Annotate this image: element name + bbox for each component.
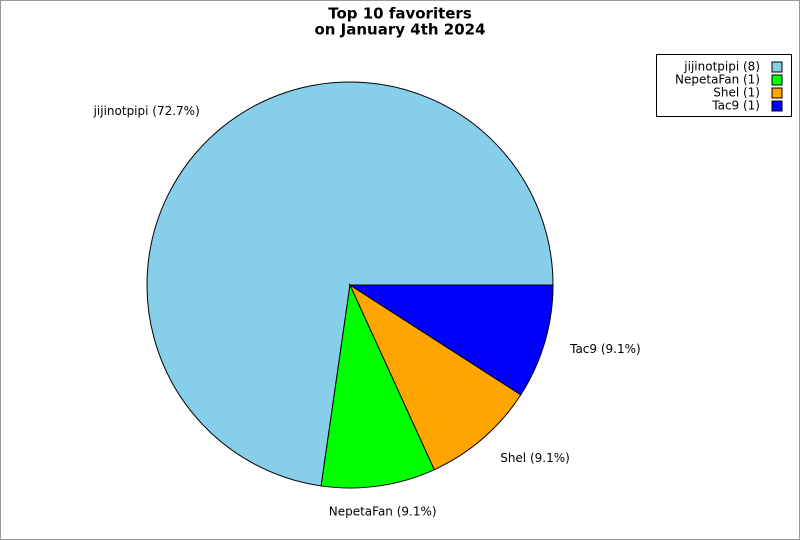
slice-label: jijinotpipi (72.7%) xyxy=(93,104,200,118)
legend-label: jijinotpipi (8) xyxy=(683,60,760,74)
legend-box xyxy=(656,54,792,117)
legend-label: NepetaFan (1) xyxy=(675,73,760,87)
legend-swatch xyxy=(771,74,783,86)
slice-label: Tac9 (9.1%) xyxy=(569,342,641,356)
legend-label: Tac9 (1) xyxy=(711,99,760,113)
legend-swatch xyxy=(771,87,783,99)
legend-swatch xyxy=(771,100,783,112)
chart-title: on January 4th 2024 xyxy=(314,21,485,39)
pie-slice xyxy=(348,284,554,396)
pie-slice xyxy=(320,283,435,489)
legend-swatch xyxy=(771,61,783,73)
pie-slice xyxy=(348,283,522,471)
chart-title: Top 10 favoriters xyxy=(328,5,472,23)
slice-label: NepetaFan (9.1%) xyxy=(329,505,437,519)
legend-label: Shel (1) xyxy=(713,86,760,100)
slice-label: Shel (9.1%) xyxy=(500,451,570,465)
